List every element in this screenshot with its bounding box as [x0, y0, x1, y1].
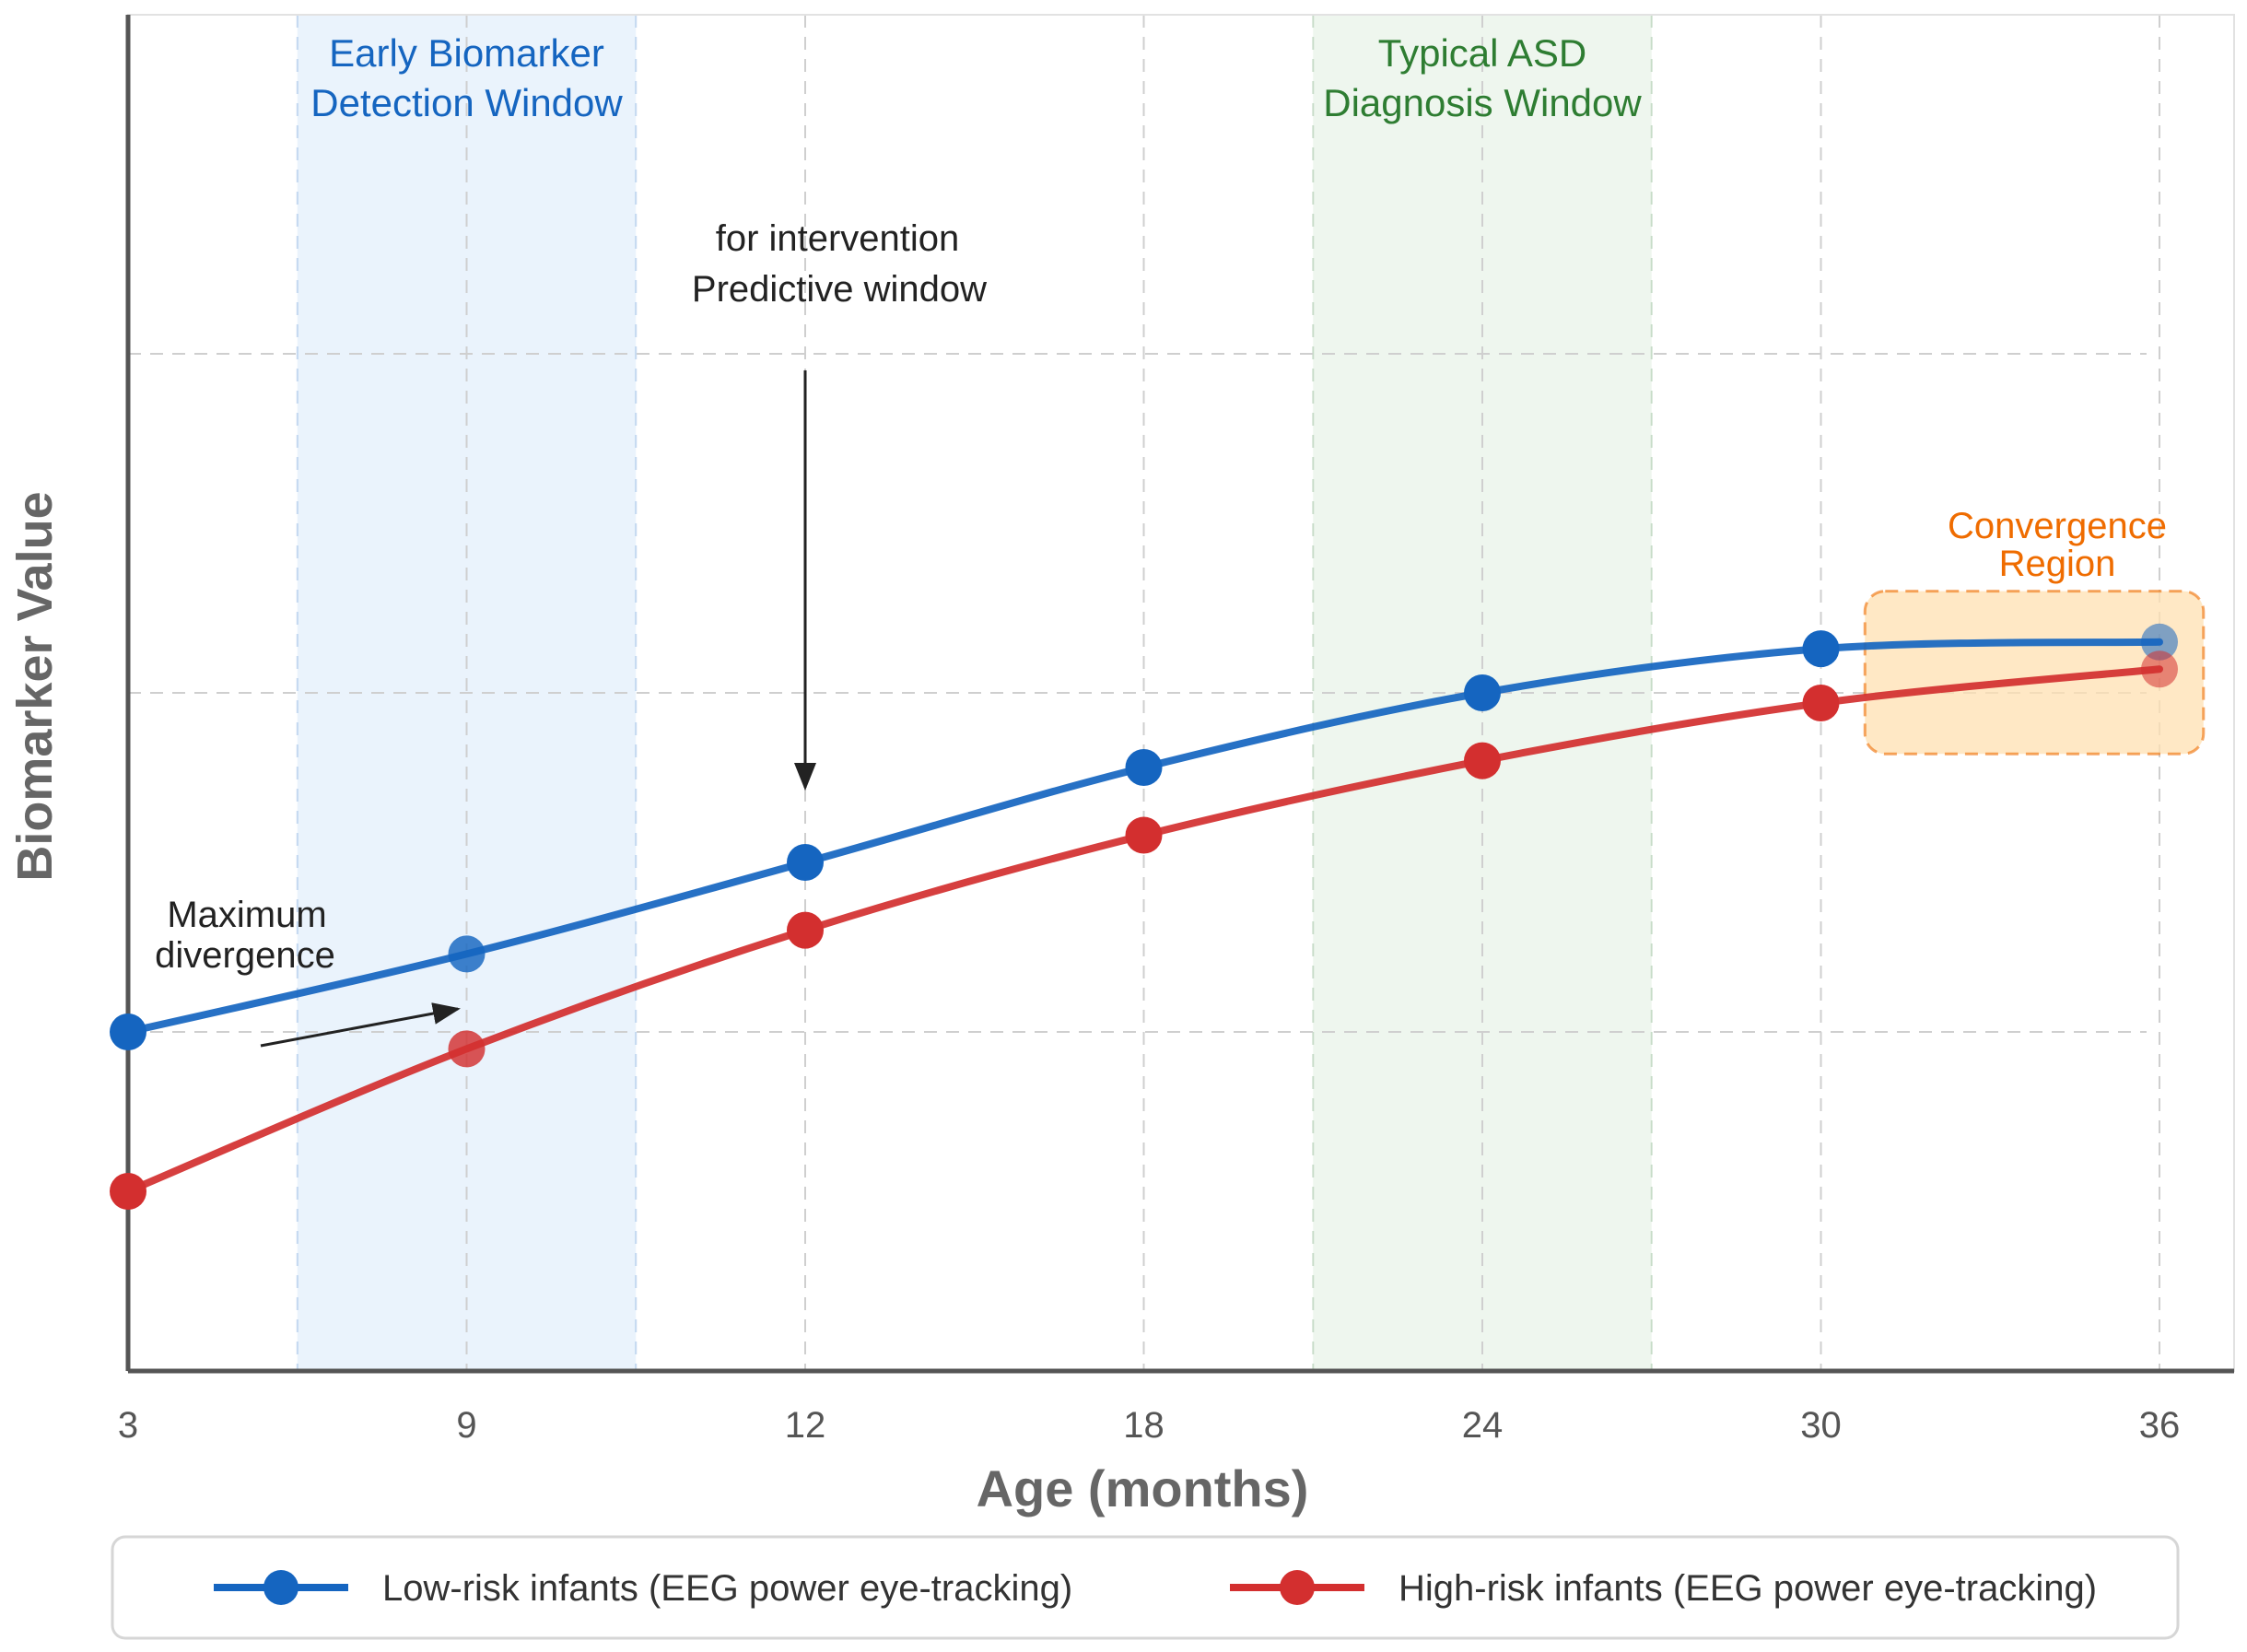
divergence-annotation-line1: Maximum — [167, 895, 326, 935]
x-tick-label: 12 — [785, 1405, 826, 1446]
predictive-annotation-line2: Predictive window — [692, 269, 987, 310]
high-risk-point — [1464, 742, 1501, 779]
x-tick-label: 36 — [2139, 1405, 2181, 1446]
convergence-label-line1: Convergence — [1948, 506, 2167, 546]
low-risk-point — [787, 844, 824, 881]
high-risk-point — [110, 1172, 146, 1210]
high-risk-point — [2141, 650, 2178, 688]
diagnosis-window-label-line1: Typical ASD — [1378, 31, 1586, 75]
diagnosis-window-label-line2: Diagnosis Window — [1323, 81, 1642, 124]
early-window-label-line1: Early Biomarker — [329, 31, 604, 75]
x-tick-label: 24 — [1462, 1405, 1504, 1446]
convergence-region-box — [1863, 590, 2206, 756]
divergence-annotation-line2: divergence — [155, 935, 335, 976]
high-risk-point — [1802, 685, 1840, 722]
legend-box — [111, 1535, 2180, 1640]
low-risk-point — [1802, 630, 1840, 668]
legend: Low-risk infants (EEG power eye-tracking… — [111, 1535, 2180, 1640]
low-risk-point — [448, 935, 486, 973]
legend-label-high-risk: High-risk infants (EEG power eye-trackin… — [1399, 1568, 2097, 1609]
high-risk-point — [1125, 816, 1163, 854]
legend-label-low-risk: Low-risk infants (EEG power eye-tracking… — [382, 1568, 1072, 1609]
predictive-annotation-line1: for intervention — [716, 218, 960, 259]
legend-marker-low-risk — [263, 1570, 298, 1605]
divergence-arrow — [260, 1002, 461, 1048]
x-axis-title: Age (months) — [977, 1459, 1309, 1517]
early-window-label: Early Biomarker Detection Window — [310, 31, 623, 124]
axes — [125, 15, 2234, 1374]
diagnosis-window-label: Typical ASD Diagnosis Window — [1323, 31, 1642, 124]
x-tick-label: 3 — [118, 1405, 138, 1446]
series — [110, 623, 2178, 1210]
low-risk-point — [110, 1013, 146, 1050]
x-tick-label: 30 — [1800, 1405, 1842, 1446]
legend-marker-high-risk — [1280, 1570, 1315, 1605]
early-window-label-line2: Detection Window — [310, 81, 623, 124]
y-axis-title: Biomarker Value — [7, 491, 63, 881]
low-risk-point — [1125, 748, 1163, 786]
low-risk-point — [1464, 674, 1501, 711]
high-risk-point — [787, 911, 824, 949]
convergence-label-line2: Region — [1999, 544, 2116, 584]
high-risk-point — [448, 1030, 486, 1068]
x-tick-label: 9 — [456, 1405, 476, 1446]
low-risk-point — [2141, 623, 2178, 661]
x-tick-label: 18 — [1123, 1405, 1164, 1446]
x-tick-labels: 3 9 12 18 24 30 36 — [118, 1405, 2180, 1446]
